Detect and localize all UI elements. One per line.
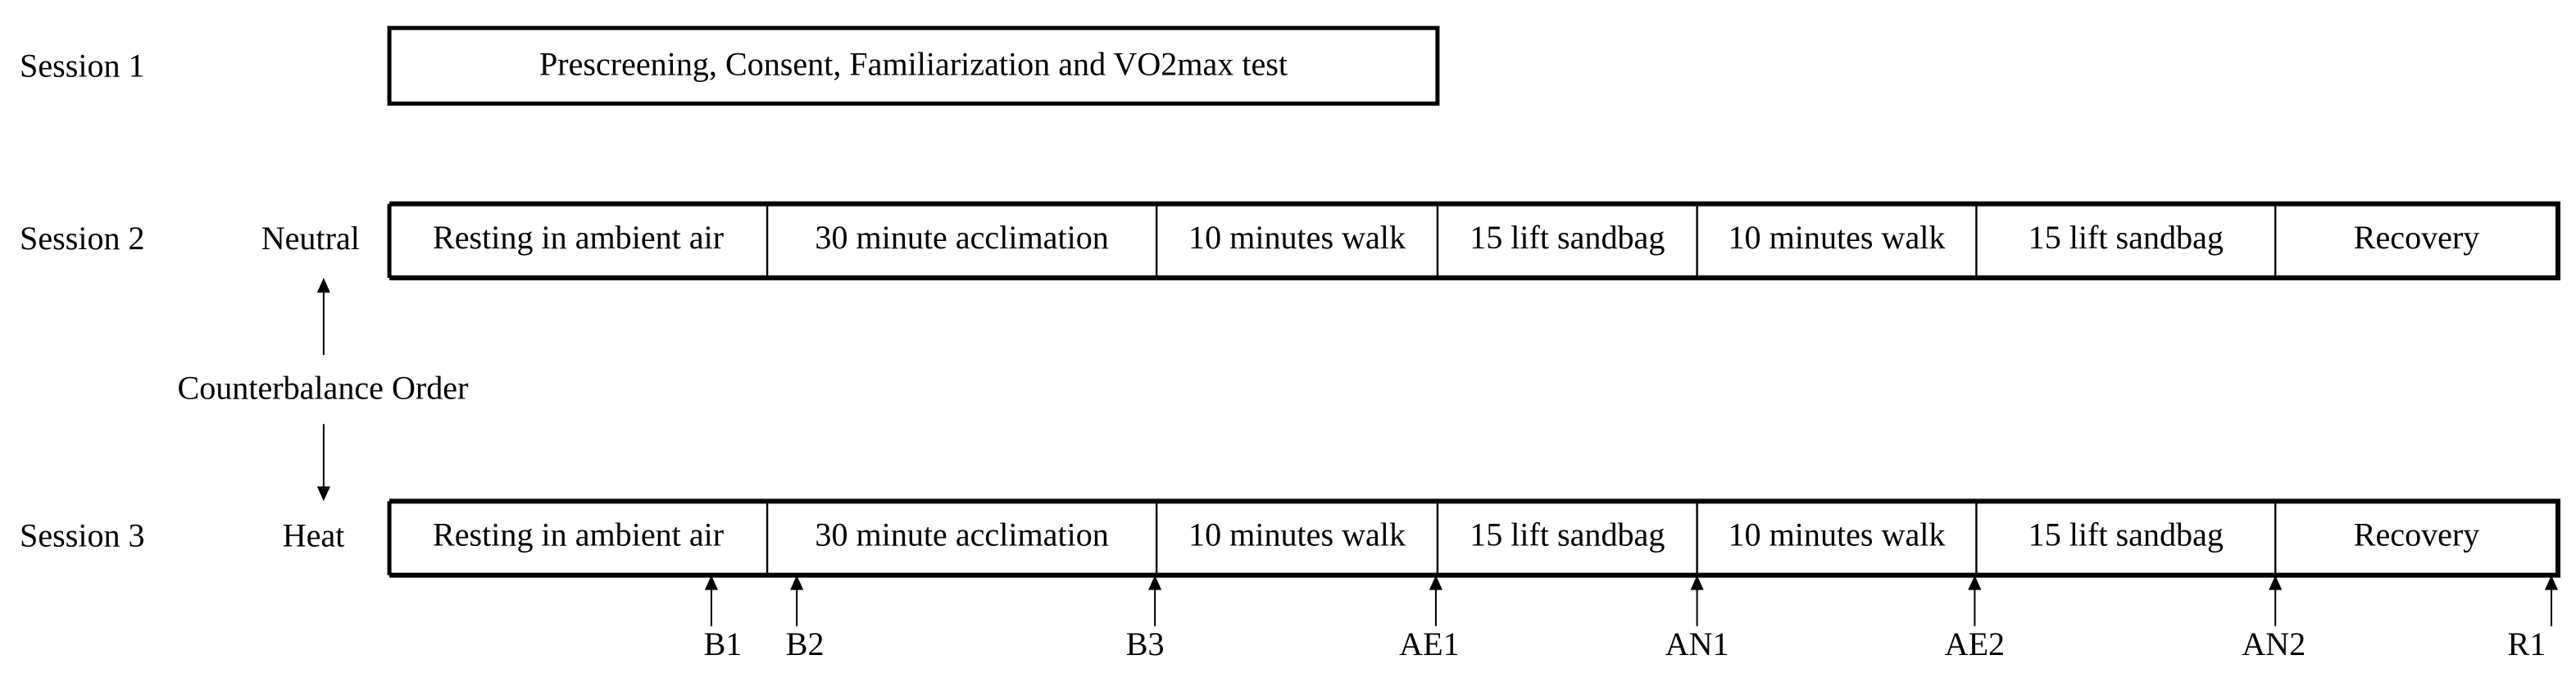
session1-box [387, 25, 1440, 106]
marker-label: AE2 [1945, 626, 2005, 662]
phase-label: 30 minute acclimation [815, 516, 1108, 553]
phase-label: Resting in ambient air [433, 219, 724, 256]
condition-label: Heat [283, 517, 345, 554]
marker-label: AE1 [1399, 626, 1459, 662]
session1-text: Prescreening, Consent, Familiarization a… [539, 45, 1288, 82]
phase-label: 30 minute acclimation [815, 219, 1108, 256]
session-label: Session 1 [20, 47, 145, 84]
marker-label: B2 [786, 626, 825, 662]
phase-label: 15 lift sandbag [1470, 219, 1665, 256]
marker-label: B3 [1126, 626, 1165, 662]
marker-arrowhead [1968, 575, 1982, 590]
phase-label: 10 minutes walk [1188, 516, 1406, 553]
marker-arrowhead [1429, 575, 1442, 590]
marker-arrowhead [704, 575, 718, 590]
marker-arrowhead [790, 575, 804, 590]
session-label: Session 2 [20, 220, 145, 257]
counterbalance-label: Counterbalance Order [177, 369, 468, 406]
marker-label: AN1 [1665, 626, 1729, 662]
marker-arrowhead [2269, 575, 2283, 590]
phase-label: 15 lift sandbag [1470, 516, 1665, 553]
arrowhead [316, 486, 330, 502]
phase-label: 10 minutes walk [1729, 219, 1947, 256]
phase-label: Recovery [2354, 516, 2480, 553]
arrowhead [316, 277, 330, 293]
marker-label: R1 [2507, 626, 2546, 662]
phase-label: Recovery [2354, 219, 2480, 256]
marker-arrowhead [1148, 575, 1162, 590]
phase-label: Resting in ambient air [433, 516, 724, 553]
marker-label: AN2 [2242, 626, 2306, 662]
condition-label: Neutral [261, 220, 360, 257]
marker-label: B1 [704, 626, 743, 662]
session-label: Session 3 [20, 517, 145, 554]
marker-arrowhead [1690, 575, 1704, 590]
phase-label: 15 lift sandbag [2029, 219, 2224, 256]
phase-label: 15 lift sandbag [2029, 516, 2224, 553]
phase-label: 10 minutes walk [1188, 219, 1406, 256]
marker-arrowhead [2544, 575, 2558, 590]
phase-label: 10 minutes walk [1729, 516, 1947, 553]
